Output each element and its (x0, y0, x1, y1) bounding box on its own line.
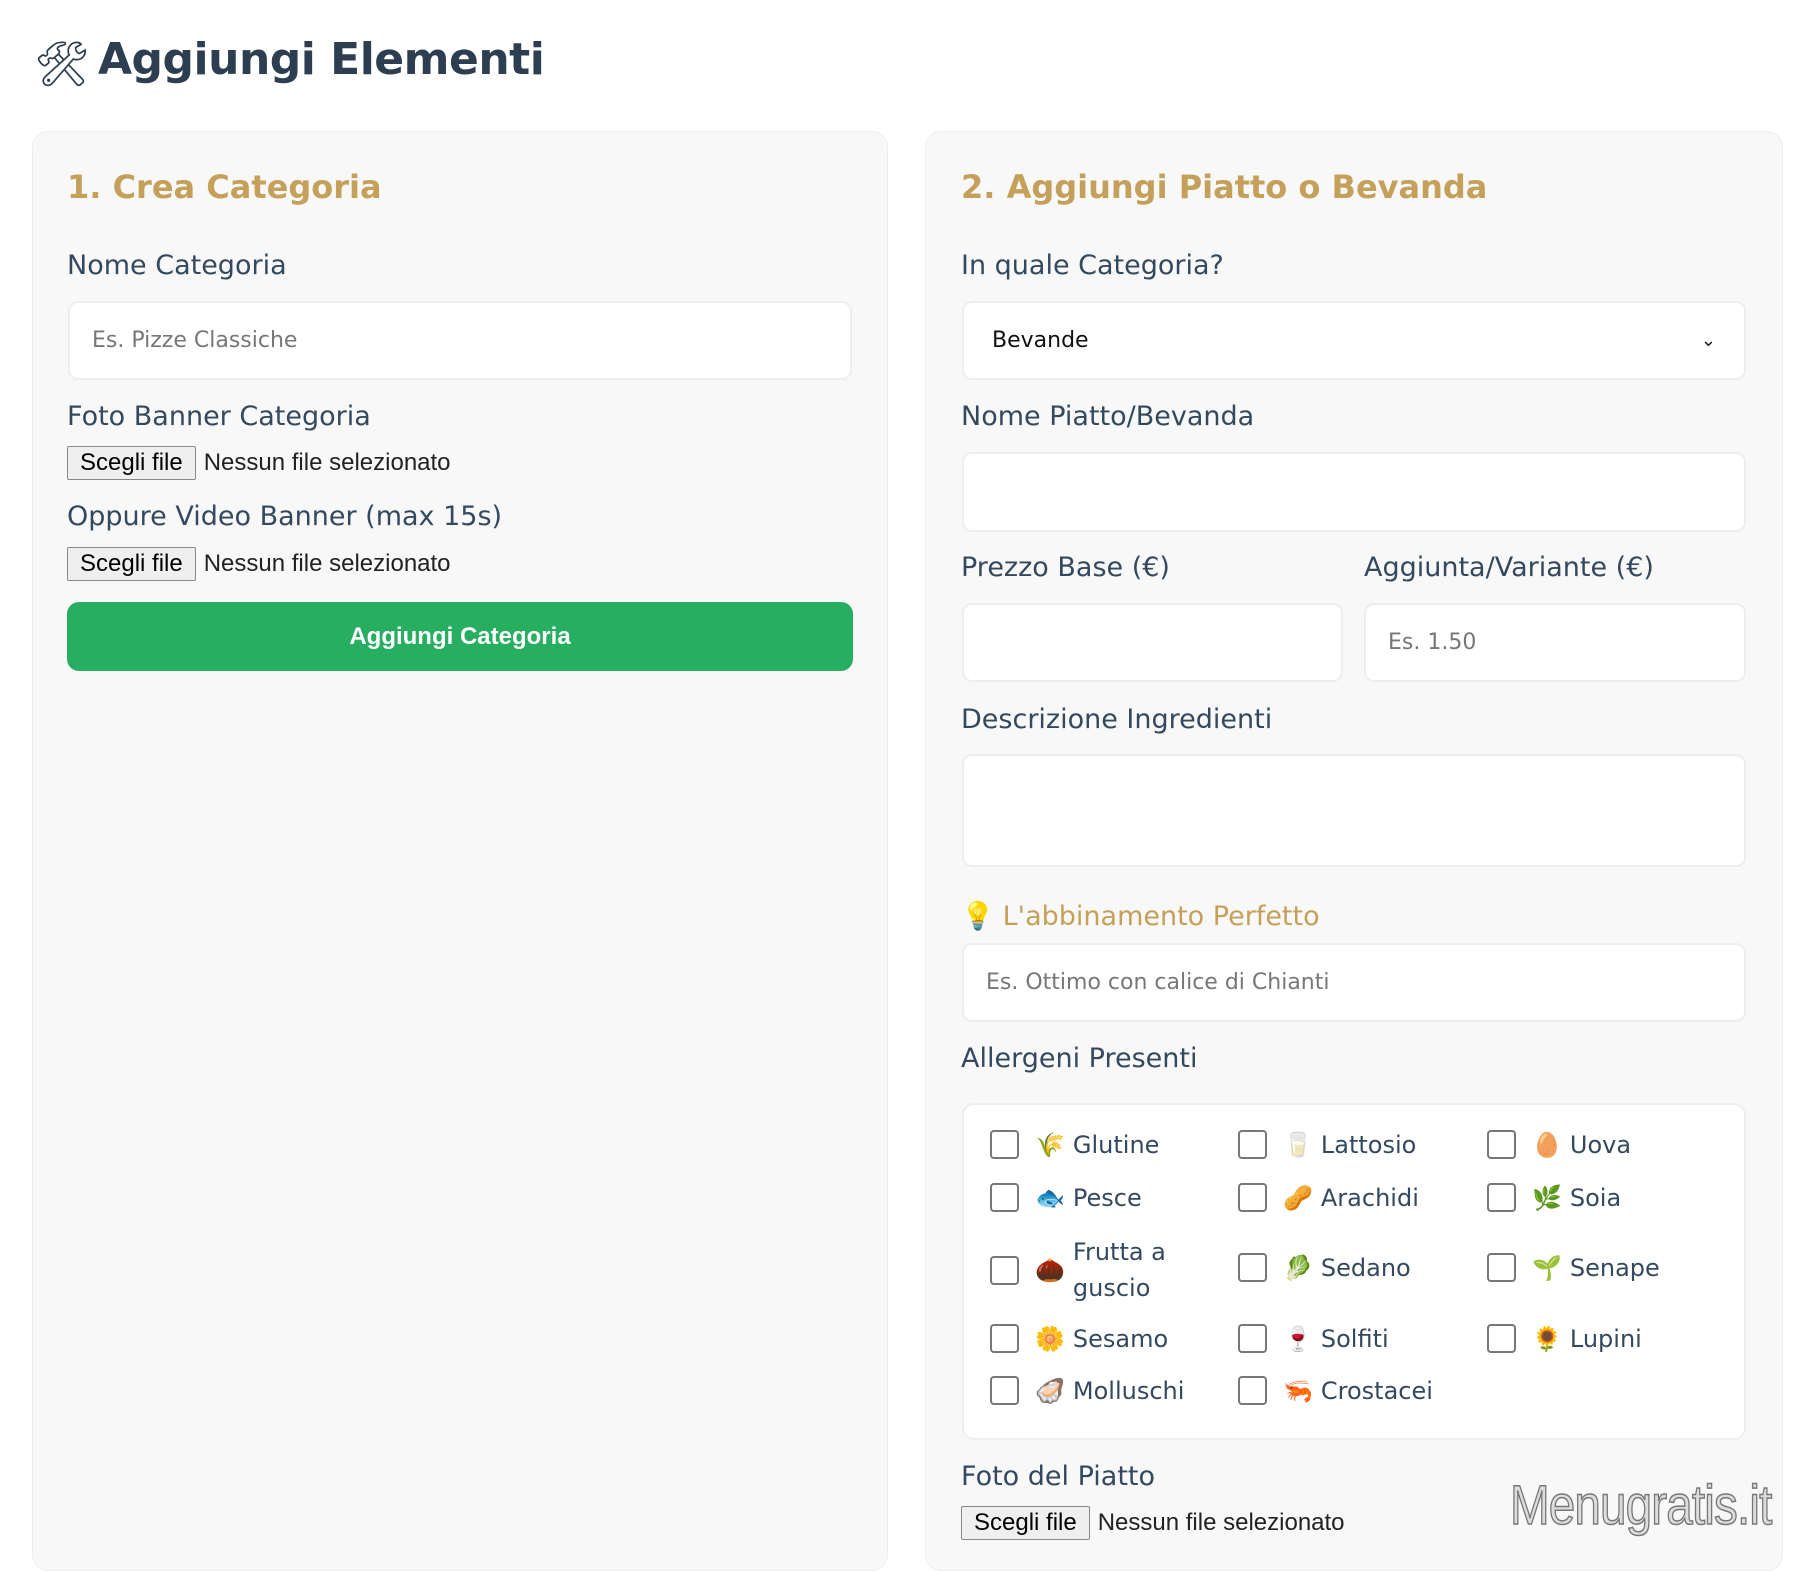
milk-glass-icon: 🥛 (1283, 1130, 1313, 1159)
variant-price-placeholder: Es. 1.50 (1388, 630, 1477, 655)
allergen-checkbox[interactable] (1487, 1324, 1516, 1353)
add-item-heading: 2. Aggiungi Piatto o Bevanda (961, 168, 1488, 206)
pairing-placeholder: Es. Ottimo con calice di Chianti (986, 970, 1330, 995)
allergen-label: Lupini (1569, 1324, 1642, 1353)
page-title: Aggiungi Elementi (98, 34, 545, 85)
allergen-item[interactable]: 🌿 Soia (1487, 1183, 1621, 1212)
allergen-item[interactable]: 🦪 Molluschi (990, 1376, 1184, 1405)
shrimp-icon: 🦐 (1283, 1376, 1313, 1405)
wine-glass-icon: 🍷 (1283, 1324, 1313, 1353)
fish-icon: 🐟 (1035, 1183, 1065, 1212)
allergen-label: Molluschi (1072, 1376, 1185, 1405)
allergen-item[interactable]: 🥚 Uova (1487, 1130, 1631, 1159)
allergen-label: Pesce (1072, 1183, 1142, 1212)
hammer-and-wrench-icon: 🛠 (34, 39, 90, 90)
variant-price-label: Aggiunta/Variante (€) (1364, 552, 1654, 583)
wheat-icon: 🌾 (1035, 1130, 1065, 1159)
pairing-label-row: 💡 L'abbinamento Perfetto (961, 900, 1320, 933)
allergen-item[interactable]: 🌼 Sesamo (990, 1324, 1168, 1353)
item-name-input[interactable] (962, 452, 1746, 532)
allergen-item[interactable]: 🥛 Lattosio (1238, 1130, 1416, 1159)
choose-file-button[interactable]: Scegli file (67, 446, 196, 480)
category-select-label: In quale Categoria? (961, 250, 1224, 281)
allergen-item[interactable]: 🌱 Senape (1487, 1253, 1660, 1282)
allergen-checkbox[interactable] (1238, 1183, 1267, 1212)
allergen-label: Lattosio (1320, 1130, 1417, 1159)
oyster-icon: 🦪 (1035, 1376, 1065, 1405)
no-file-text: Nessun file selezionato (203, 550, 451, 577)
allergen-checkbox[interactable] (990, 1183, 1019, 1212)
allergen-item[interactable]: 🍷 Solfiti (1238, 1324, 1389, 1353)
chevron-down-icon: ⌄ (1700, 330, 1716, 351)
egg-icon: 🥚 (1532, 1130, 1562, 1159)
item-photo-label: Foto del Piatto (961, 1461, 1156, 1492)
allergen-checkbox[interactable] (990, 1376, 1019, 1405)
allergen-label: Sesamo (1072, 1324, 1169, 1353)
allergen-label: Arachidi (1320, 1183, 1419, 1212)
allergen-label: Sedano (1320, 1253, 1411, 1282)
celery-icon: 🥬 (1283, 1253, 1313, 1282)
no-file-text: Nessun file selezionato (1097, 1509, 1345, 1536)
allergen-checkbox[interactable] (1487, 1183, 1516, 1212)
video-banner-file-input[interactable]: Scegli file Nessun file selezionato (67, 547, 451, 581)
category-name-input[interactable]: Es. Pizze Classiche (68, 301, 852, 380)
allergen-checkbox[interactable] (1487, 1253, 1516, 1282)
no-file-text: Nessun file selezionato (203, 449, 451, 476)
allergen-label: Glutine (1072, 1130, 1160, 1159)
choose-file-button[interactable]: Scegli file (67, 547, 196, 581)
allergen-checkbox[interactable] (1487, 1130, 1516, 1159)
allergen-label: Uova (1569, 1130, 1632, 1159)
photo-banner-label: Foto Banner Categoria (67, 401, 371, 432)
allergen-item[interactable]: 🌾 Glutine (990, 1130, 1159, 1159)
base-price-label: Prezzo Base (€) (961, 552, 1170, 583)
allergen-checkbox[interactable] (990, 1130, 1019, 1159)
category-select[interactable]: Bevande ⌄ (962, 301, 1746, 380)
allergen-item[interactable]: 🥬 Sedano (1238, 1253, 1411, 1282)
allergens-box (962, 1103, 1746, 1440)
video-banner-label: Oppure Video Banner (max 15s) (67, 501, 503, 532)
allergen-label: Soia (1569, 1183, 1622, 1212)
watermark: Menugratis.it (1509, 1472, 1773, 1537)
description-textarea[interactable] (962, 754, 1746, 867)
flower-icon: 🌼 (1035, 1324, 1065, 1353)
allergen-checkbox[interactable] (1238, 1376, 1267, 1405)
choose-file-button[interactable]: Scegli file (961, 1506, 1090, 1540)
item-name-label: Nome Piatto/Bevanda (961, 401, 1255, 432)
variant-price-input[interactable]: Es. 1.50 (1364, 603, 1746, 682)
pairing-input[interactable]: Es. Ottimo con calice di Chianti (962, 943, 1746, 1022)
peanut-icon: 🥜 (1283, 1183, 1313, 1212)
description-label: Descrizione Ingredienti (961, 704, 1273, 735)
allergen-item[interactable]: 🦐 Crostacei (1238, 1376, 1433, 1405)
create-category-heading: 1. Crea Categoria (67, 168, 382, 206)
light-bulb-icon: 💡 (961, 901, 995, 932)
sunflower-icon: 🌻 (1532, 1324, 1562, 1353)
pairing-label: L'abbinamento Perfetto (1002, 900, 1320, 932)
allergen-checkbox[interactable] (1238, 1253, 1267, 1282)
photo-banner-file-input[interactable]: Scegli file Nessun file selezionato (67, 446, 451, 480)
allergen-label: Frutta a guscio (1072, 1238, 1166, 1302)
seedling-icon: 🌱 (1532, 1253, 1562, 1282)
category-selected-value: Bevande (992, 328, 1089, 353)
allergen-item[interactable]: 🐟 Pesce (990, 1183, 1142, 1212)
base-price-input[interactable] (962, 603, 1343, 682)
allergen-label: Senape (1569, 1253, 1660, 1282)
allergen-checkbox[interactable] (1238, 1130, 1267, 1159)
allergen-label: Solfiti (1320, 1324, 1389, 1353)
allergen-checkbox[interactable] (1238, 1324, 1267, 1353)
allergen-item[interactable]: 🌰 Frutta a guscio (990, 1234, 1190, 1306)
allergen-item[interactable]: 🌻 Lupini (1487, 1324, 1642, 1353)
add-category-button[interactable]: Aggiungi Categoria (67, 602, 853, 671)
allergen-checkbox[interactable] (990, 1255, 1019, 1285)
item-photo-file-input[interactable]: Scegli file Nessun file selezionato (961, 1506, 1345, 1540)
allergen-label: Crostacei (1320, 1376, 1433, 1405)
category-name-placeholder: Es. Pizze Classiche (92, 328, 298, 353)
herb-icon: 🌿 (1532, 1183, 1562, 1212)
allergen-item[interactable]: 🥜 Arachidi (1238, 1183, 1419, 1212)
category-name-label: Nome Categoria (67, 250, 287, 281)
allergen-checkbox[interactable] (990, 1324, 1019, 1353)
allergens-label: Allergeni Presenti (961, 1043, 1198, 1074)
chestnut-icon: 🌰 (1035, 1256, 1065, 1284)
